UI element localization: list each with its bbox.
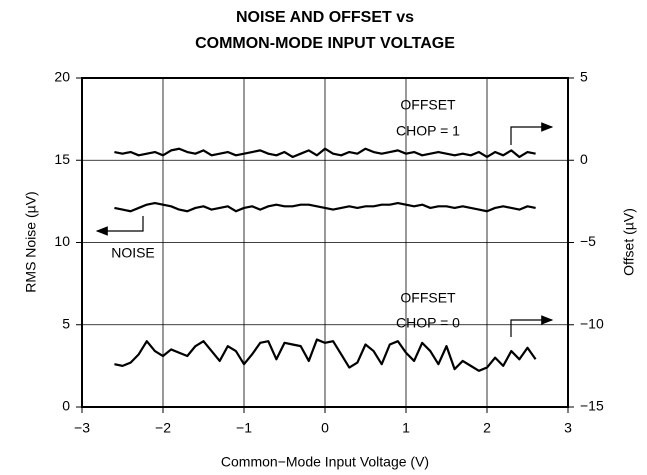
annotation: OFFSET xyxy=(400,97,456,113)
chart-title: NOISE AND OFFSET vs xyxy=(236,9,414,26)
y2-tick-label: −15 xyxy=(580,398,604,414)
legend-label: CHOP = 0 xyxy=(396,315,460,331)
plot-frame xyxy=(81,77,569,408)
line-series xyxy=(114,147,536,159)
x-tick-label: 0 xyxy=(321,420,329,436)
y-axis-label: RMS Noise (µV) xyxy=(23,191,39,292)
x-tick-label: 1 xyxy=(402,420,410,436)
annotation-arrow xyxy=(510,315,554,337)
x-tick-label: −3 xyxy=(74,420,90,436)
y2-tick-label: −10 xyxy=(580,315,604,331)
y2-axis-label: Offset (µV) xyxy=(621,208,637,276)
x-tick-label: 2 xyxy=(483,420,491,436)
x-axis-label: Common−Mode Input Voltage (V) xyxy=(221,454,429,470)
y2-tick-label: −5 xyxy=(580,233,596,249)
y2-tick-label: 5 xyxy=(580,69,588,85)
line-series xyxy=(114,201,536,213)
legend-label: CHOP = 1 xyxy=(396,123,460,139)
x-tick-label: −2 xyxy=(155,420,171,436)
y-tick-label: 20 xyxy=(54,69,70,85)
y-tick-label: 5 xyxy=(62,315,70,331)
legend-label: NOISE xyxy=(111,245,155,261)
line-series xyxy=(114,338,537,372)
chart-title: COMMON-MODE INPUT VOLTAGE xyxy=(195,35,455,52)
y-tick-label: 10 xyxy=(54,233,70,249)
x-tick-label: 3 xyxy=(564,420,572,436)
y2-tick-label: 0 xyxy=(580,151,588,167)
y-tick-label: 0 xyxy=(62,398,70,414)
annotation: OFFSET xyxy=(400,290,456,306)
x-tick-label: −1 xyxy=(236,420,252,436)
annotation-arrow xyxy=(95,216,144,236)
annotation-arrow xyxy=(510,122,554,145)
y-tick-label: 15 xyxy=(54,151,70,167)
